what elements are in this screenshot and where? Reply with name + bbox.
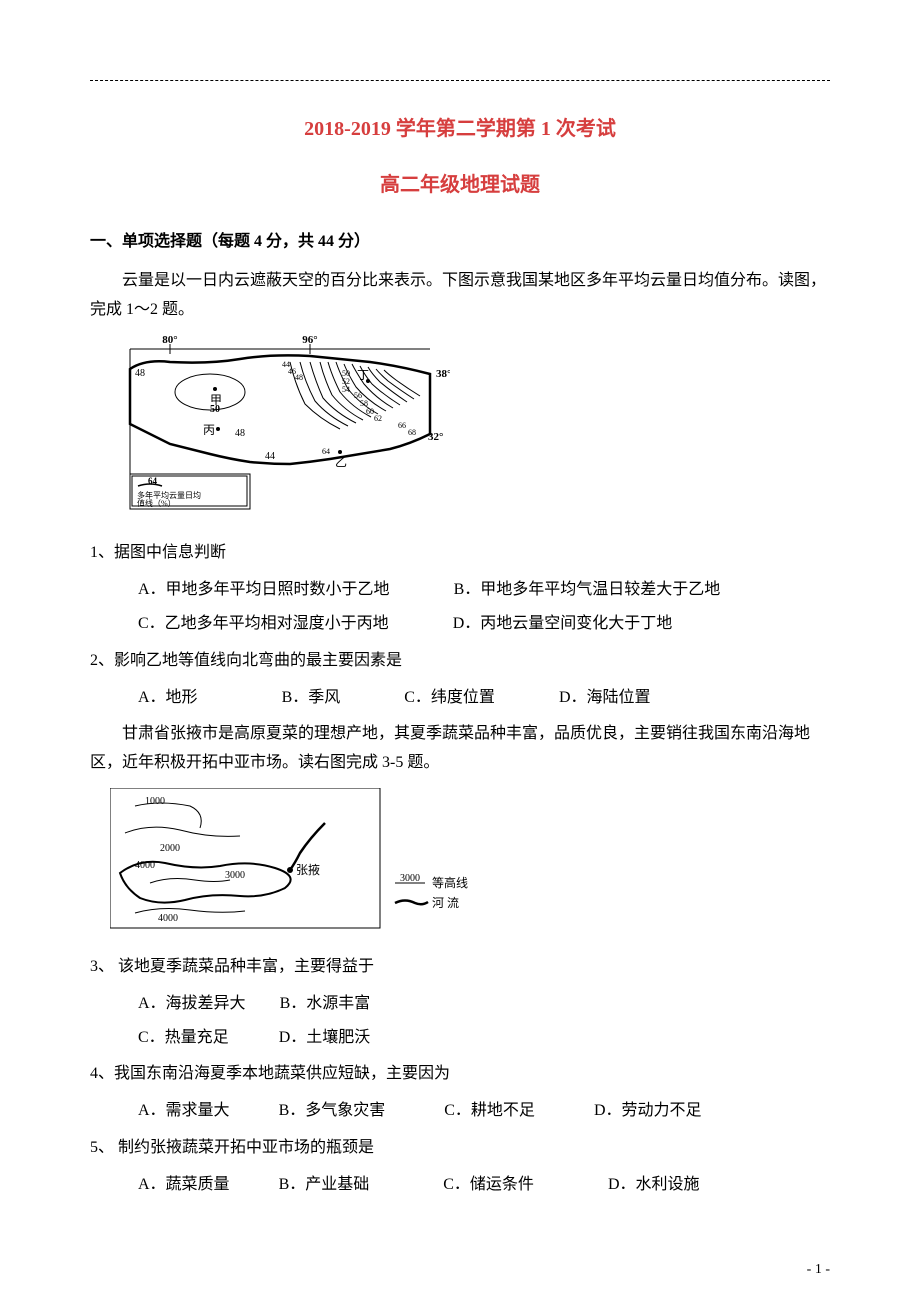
- intro-2: 甘肃省张掖市是高原夏菜的理想产地，其夏季蔬菜品种丰富，品质优良，主要销往我国东南…: [90, 720, 830, 778]
- exam-title: 2018-2019 学年第二学期第 1 次考试: [90, 111, 830, 147]
- q5-stem: 5、 制约张掖蔬菜开拓中亚市场的瓶颈是: [90, 1134, 830, 1163]
- c2000: 2000: [160, 843, 180, 854]
- top-divider: [90, 80, 830, 81]
- legend-contour: 等高线: [432, 875, 468, 890]
- q1-A: A．甲地多年平均日照时数小于乙地: [138, 576, 390, 605]
- c4000b: 4000: [158, 913, 178, 924]
- q1-C: C．乙地多年平均相对湿度小于丙地: [138, 610, 389, 639]
- c66: 66: [398, 421, 406, 430]
- point-ding: 丁: [357, 368, 369, 382]
- section-header: 一、单项选择题（每题 4 分，共 44 分）: [90, 228, 830, 257]
- point-yi: 乙: [335, 455, 347, 469]
- q5-C: C．储运条件: [443, 1171, 534, 1200]
- q1-stem: 1、据图中信息判断: [90, 539, 830, 568]
- q3-A: A．海拔差异大: [138, 990, 246, 1019]
- c48c: 48: [295, 373, 303, 382]
- q5-A: A．蔬菜质量: [138, 1171, 230, 1200]
- intro-1: 云量是以一日内云遮蔽天空的百分比来表示。下图示意我国某地区多年平均云量日均值分布…: [90, 267, 830, 325]
- c48b: 48: [235, 428, 245, 439]
- legend-river: 河 流: [432, 896, 459, 910]
- q2-stem: 2、影响乙地等值线向北弯曲的最主要因素是: [90, 647, 830, 676]
- q3-B: B．水源丰富: [280, 995, 371, 1012]
- q3-D: D．土壤肥沃: [279, 1029, 371, 1046]
- q4-C: C．耕地不足: [444, 1097, 535, 1126]
- lon-80: 80°: [162, 334, 177, 346]
- c48a: 48: [135, 368, 145, 379]
- point-jia: 甲: [210, 393, 222, 407]
- q2-C: C．纬度位置: [404, 684, 495, 713]
- lon-96: 96°: [302, 334, 317, 346]
- q3-stem: 3、 该地夏季蔬菜品种丰富，主要得益于: [90, 953, 830, 982]
- c62: 62: [374, 414, 382, 423]
- q3-C: C．热量充足: [138, 1024, 229, 1053]
- q4-A: A．需求量大: [138, 1097, 230, 1126]
- q5-choices: A．蔬菜质量 B．产业基础 C．储运条件 D．水利设施: [90, 1171, 830, 1200]
- figure-1-cloud-map: 80° 96° 38° 32° 48 50 48 44 甲 丙 44 4: [110, 334, 830, 524]
- q5-B: B．产业基础: [279, 1171, 370, 1200]
- q2-choices: A．地形 B．季风 C．纬度位置 D．海陆位置: [90, 684, 830, 713]
- c64: 64: [322, 447, 330, 456]
- q3-choices: A．海拔差异大 B．水源丰富 C．热量充足 D．土壤肥沃: [90, 990, 830, 1053]
- page-number: - 1 -: [807, 1257, 830, 1282]
- q4-B: B．多气象灾害: [279, 1097, 386, 1126]
- q1-D: D．丙地云量空间变化大于丁地: [453, 615, 673, 632]
- q2-A: A．地形: [138, 684, 198, 713]
- q4-stem: 4、我国东南沿海夏季本地蔬菜供应短缺，主要因为: [90, 1060, 830, 1089]
- legend-64: 64: [148, 476, 158, 486]
- point-bing: 丙: [203, 423, 215, 437]
- c1000: 1000: [145, 796, 165, 807]
- q2-B: B．季风: [282, 684, 341, 713]
- figure-2-zhangye-map: 1000 2000 4000 3000 4000 张掖 3000 等高线 河 流: [110, 788, 830, 938]
- q1-B: B．甲地多年平均气温日较差大于乙地: [454, 581, 721, 598]
- q4-D: D．劳动力不足: [594, 1102, 702, 1119]
- c54: 54: [342, 385, 350, 394]
- lat-38: 38°: [436, 368, 450, 380]
- q2-D: D．海陆位置: [559, 689, 651, 706]
- q4-choices: A．需求量大 B．多气象灾害 C．耕地不足 D．劳动力不足: [90, 1097, 830, 1126]
- legend-text-2: 值线（%）: [137, 498, 176, 508]
- c4000a: 4000: [135, 860, 155, 871]
- c68: 68: [408, 428, 416, 437]
- q1-choices: A．甲地多年平均日照时数小于乙地 B．甲地多年平均气温日较差大于乙地 C．乙地多…: [90, 576, 830, 639]
- c3000: 3000: [225, 870, 245, 881]
- exam-subtitle: 高二年级地理试题: [90, 167, 830, 203]
- point-zhangye: 张掖: [296, 863, 320, 877]
- c60: 60: [366, 407, 374, 416]
- q5-D: D．水利设施: [608, 1176, 700, 1193]
- legend-3000: 3000: [400, 873, 420, 884]
- c44a: 44: [265, 451, 275, 462]
